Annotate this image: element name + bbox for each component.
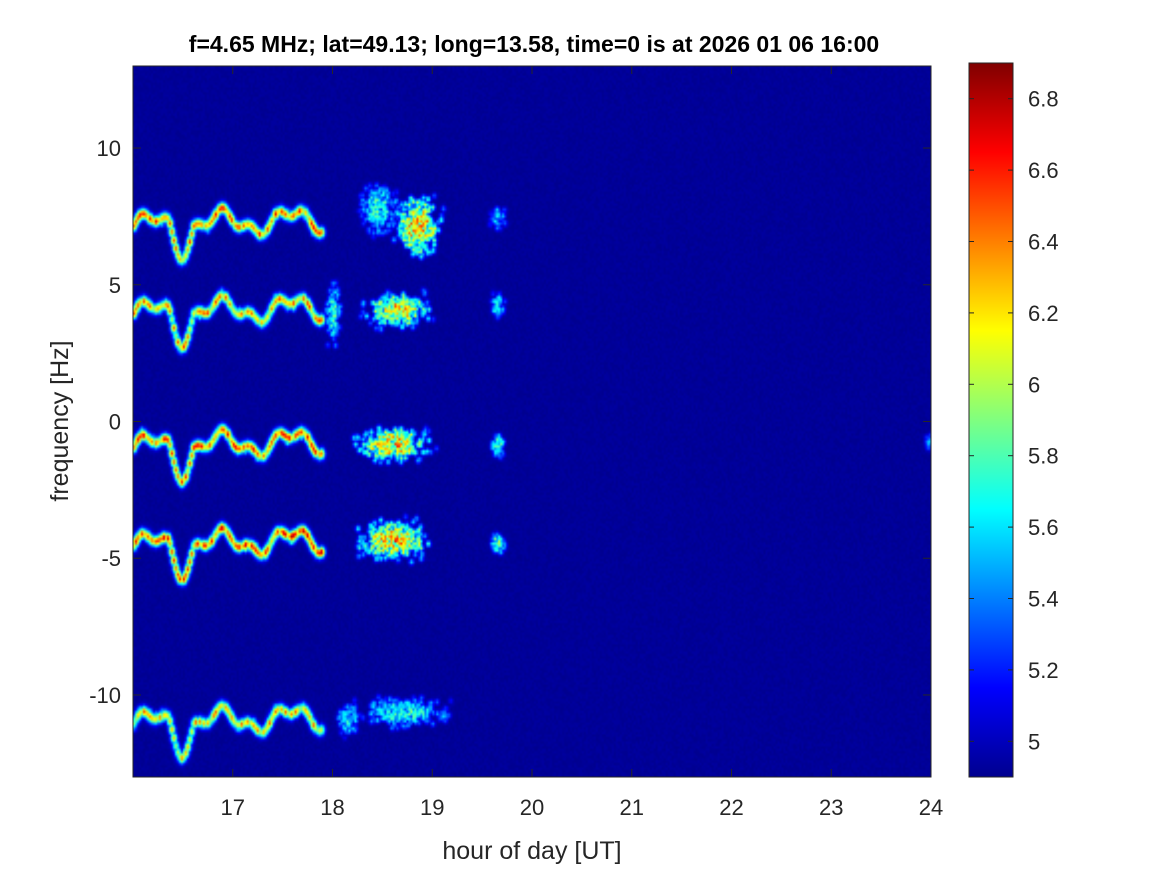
y-tick-label: 0	[109, 410, 121, 435]
colorbar-tick-label: 5	[1028, 729, 1040, 754]
x-tick-label: 22	[719, 795, 743, 820]
x-axis-label: hour of day [UT]	[442, 837, 621, 865]
y-tick-label: -5	[101, 546, 121, 571]
y-tick-label: 10	[97, 136, 121, 161]
x-tick-label: 19	[420, 795, 444, 820]
x-tick-label: 24	[919, 795, 943, 820]
colorbar-tick-label: 6.8	[1028, 87, 1059, 112]
colorbar-tick-label: 5.8	[1028, 444, 1059, 469]
y-axis-ticks: -10 -5 0 5 10	[89, 136, 931, 708]
heatmap-image	[133, 66, 931, 777]
x-axis-ticks: 17 18 19 20 21 22 23 24	[221, 66, 943, 820]
x-tick-label: 21	[620, 795, 644, 820]
x-tick-label: 20	[520, 795, 544, 820]
colorbar: 5 5.2 5.4 5.6 5.8 6 6.2 6.4 6.6 6.8	[968, 62, 1059, 778]
y-axis-label: frequency [Hz]	[46, 340, 74, 501]
colorbar-tick-label: 6.4	[1028, 230, 1059, 255]
colorbar-tick-label: 5.4	[1028, 587, 1059, 612]
colorbar-tick-label: 6.2	[1028, 301, 1059, 326]
x-tick-label: 17	[221, 795, 245, 820]
x-tick-label: 18	[320, 795, 344, 820]
colorbar-gradient	[969, 63, 1013, 777]
colorbar-frame	[968, 62, 1014, 778]
plot-area	[132, 65, 932, 778]
colorbar-tick-label: 6.6	[1028, 158, 1059, 183]
chart-title: f=4.65 MHz; lat=49.13; long=13.58, time=…	[189, 31, 879, 57]
colorbar-tick-label: 5.2	[1028, 658, 1059, 683]
colorbar-tick-label: 6	[1028, 372, 1040, 397]
y-tick-label: 5	[109, 273, 121, 298]
y-tick-label: -10	[89, 683, 121, 708]
x-tick-label: 23	[819, 795, 843, 820]
colorbar-ticks: 5 5.2 5.4 5.6 5.8 6 6.2 6.4 6.6 6.8	[969, 87, 1059, 754]
colorbar-tick-label: 5.6	[1028, 515, 1059, 540]
